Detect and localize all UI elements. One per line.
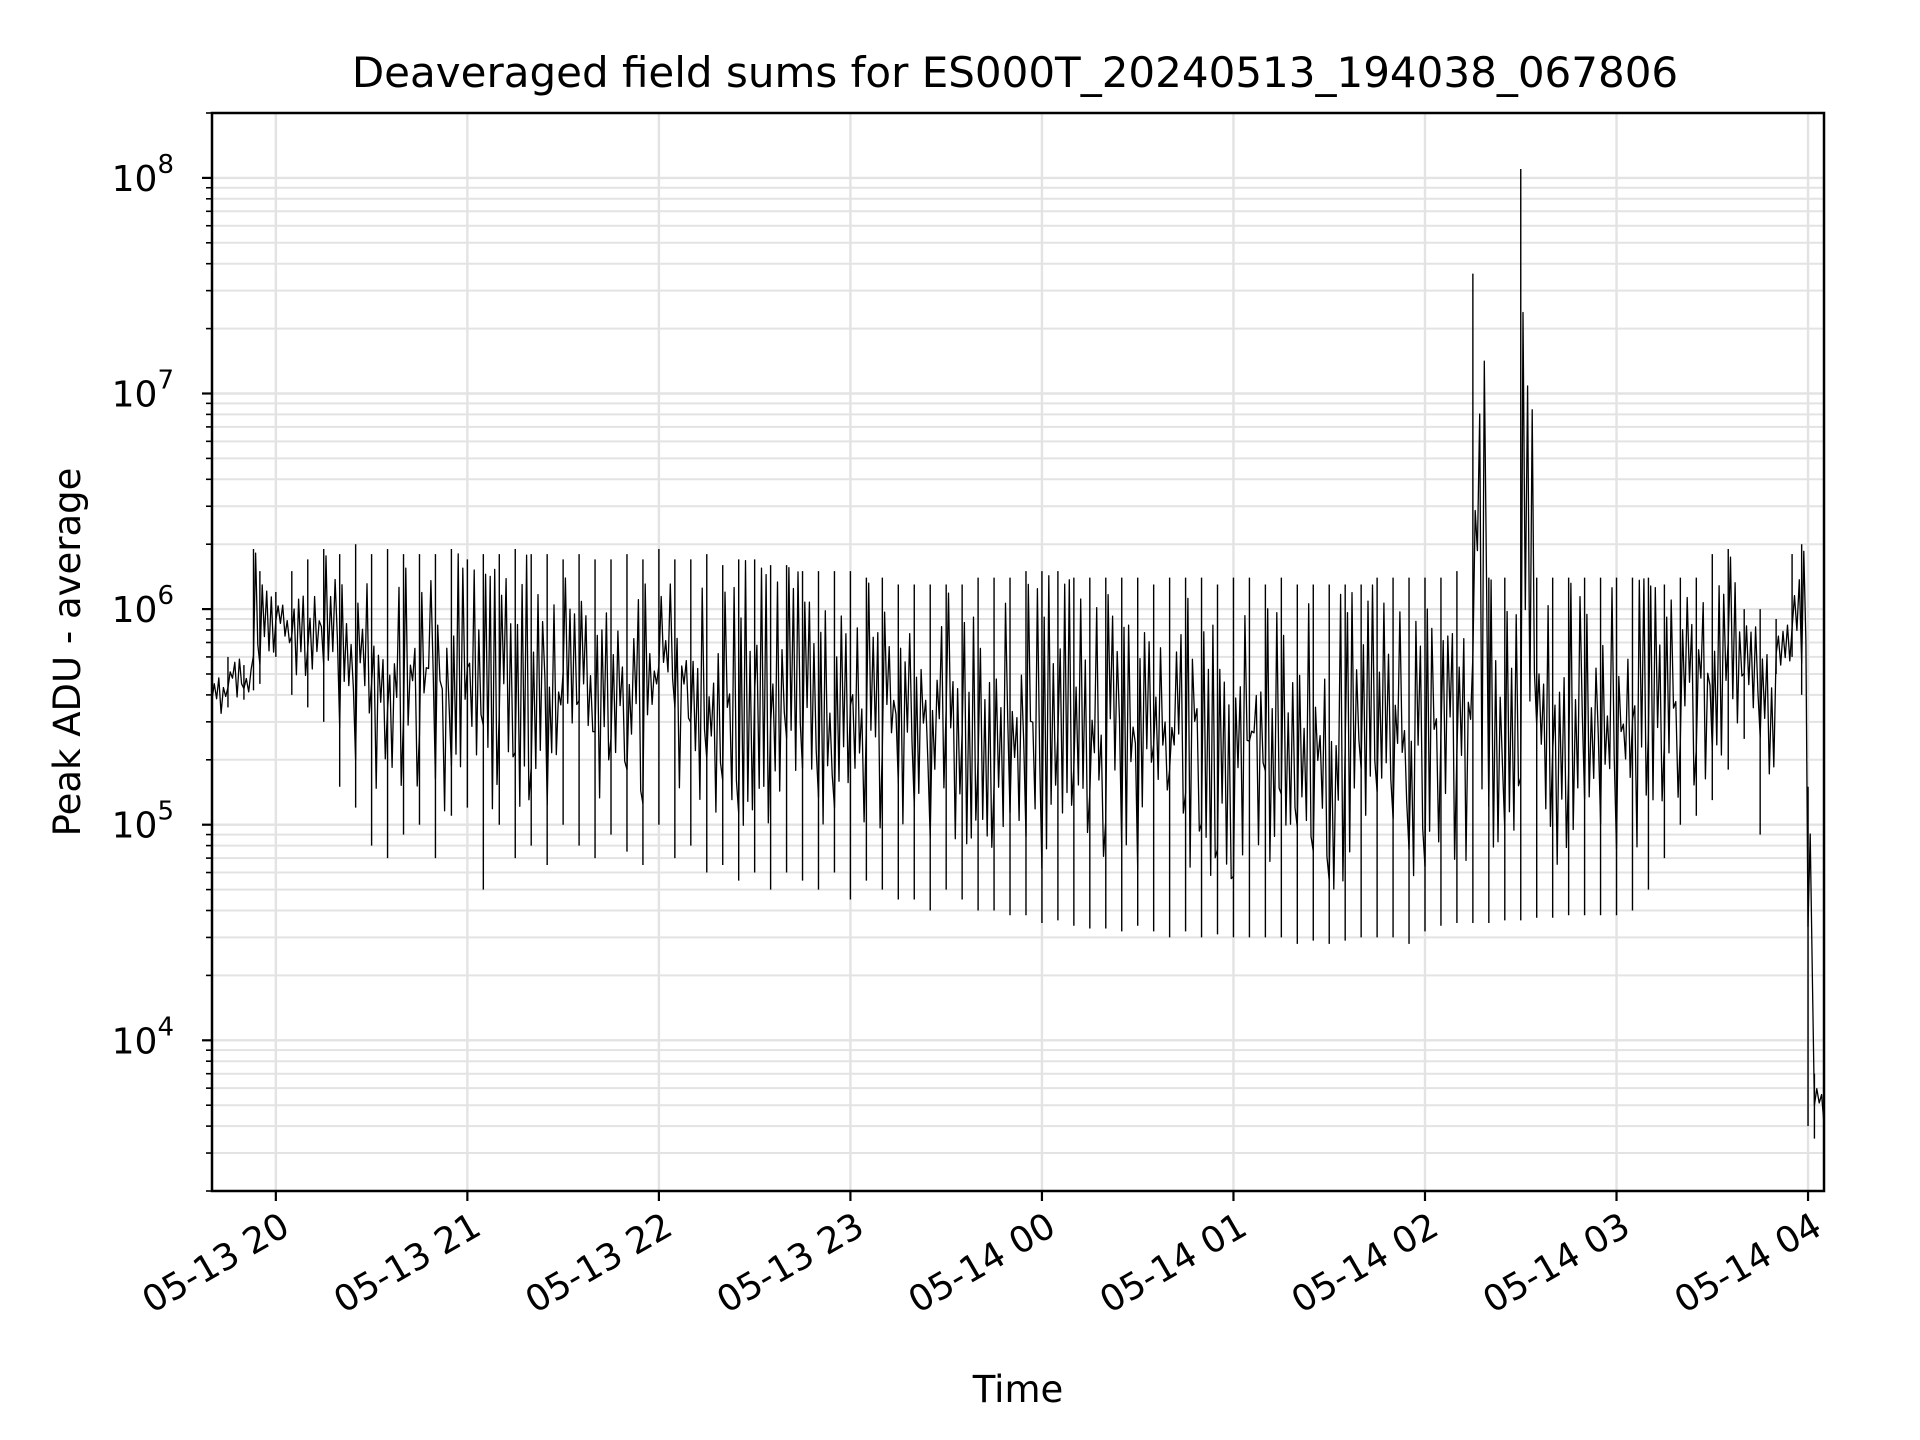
y-tick-base: 10 [112, 159, 158, 200]
y-axis-label: Peak ADU - average [46, 468, 89, 837]
x-axis-label: Time [972, 1368, 1064, 1411]
y-tick-label: 105 [112, 797, 174, 847]
y-tick-exponent: 6 [157, 581, 174, 611]
plot-frame [210, 111, 1826, 1193]
y-tick-label: 106 [112, 581, 174, 631]
y-tick-exponent: 8 [157, 150, 174, 180]
series-layer [211, 168, 1825, 1154]
y-tick-base: 10 [112, 806, 158, 847]
y-tick-base: 10 [112, 375, 158, 416]
y-tick-base: 10 [112, 590, 158, 631]
y-tick-label: 107 [112, 366, 174, 416]
y-tick-exponent: 5 [157, 797, 174, 827]
y-tick-exponent: 7 [157, 366, 174, 396]
y-tick-base: 10 [112, 1021, 158, 1062]
y-tick-label: 108 [112, 150, 174, 200]
series-line [211, 311, 1825, 1126]
y-tick-exponent: 4 [157, 1012, 174, 1042]
y-tick-label: 104 [112, 1012, 174, 1062]
chart-title: Deaveraged field sums for ES000T_2024051… [352, 48, 1678, 97]
